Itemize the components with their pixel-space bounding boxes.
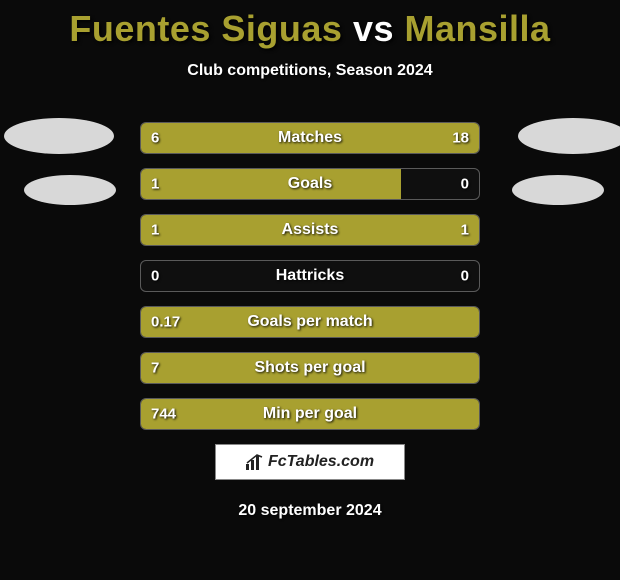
stat-value-left: 1 [151,176,159,193]
stat-row: Goals per match0.17 [140,306,480,338]
stat-row: Min per goal744 [140,398,480,430]
stat-row: Matches6 18 [140,122,480,154]
stat-value-left: 7 [151,360,159,377]
stat-value-right: 0 [461,176,469,193]
player2-photo-shadow [512,175,604,205]
stats-bars: Matches618Goals10Assists11Hattricks00Goa… [140,122,480,444]
stat-value-left: 0.17 [151,314,180,331]
stat-value-left: 744 [151,406,176,423]
comparison-title: Fuentes Siguas vs Mansilla [0,0,620,50]
stat-label: Shots per goal [141,359,479,377]
logo-text: FcTables.com [268,453,374,471]
stat-label: Assists [141,221,479,239]
stat-value-left: 0 [151,268,159,285]
player2-photo [518,118,620,154]
stat-label: Min per goal [141,405,479,423]
vs-text: vs [353,8,394,49]
stat-value-right: 1 [461,222,469,239]
chart-icon [246,454,264,470]
player1-photo-shadow [24,175,116,205]
stat-value-right: 18 [452,130,469,147]
stat-row: Hattricks0 0 [140,260,480,292]
player1-name: Fuentes Siguas [69,8,342,49]
stat-label: Goals per match [141,313,479,331]
stat-row: Goals1 0 [140,168,480,200]
date-text: 20 september 2024 [0,502,620,520]
stat-value-left: 1 [151,222,159,239]
stat-row: Shots per goal7 [140,352,480,384]
stat-value-left: 6 [151,130,159,147]
subtitle: Club competitions, Season 2024 [0,62,620,80]
stat-row: Assists1 1 [140,214,480,246]
stat-value-right: 0 [461,268,469,285]
player1-photo [4,118,114,154]
stat-label: Hattricks [141,267,479,285]
stat-label: Goals [141,175,479,193]
stat-label: Matches [141,129,479,147]
logo-box: FcTables.com [215,444,405,480]
player2-name: Mansilla [405,8,551,49]
